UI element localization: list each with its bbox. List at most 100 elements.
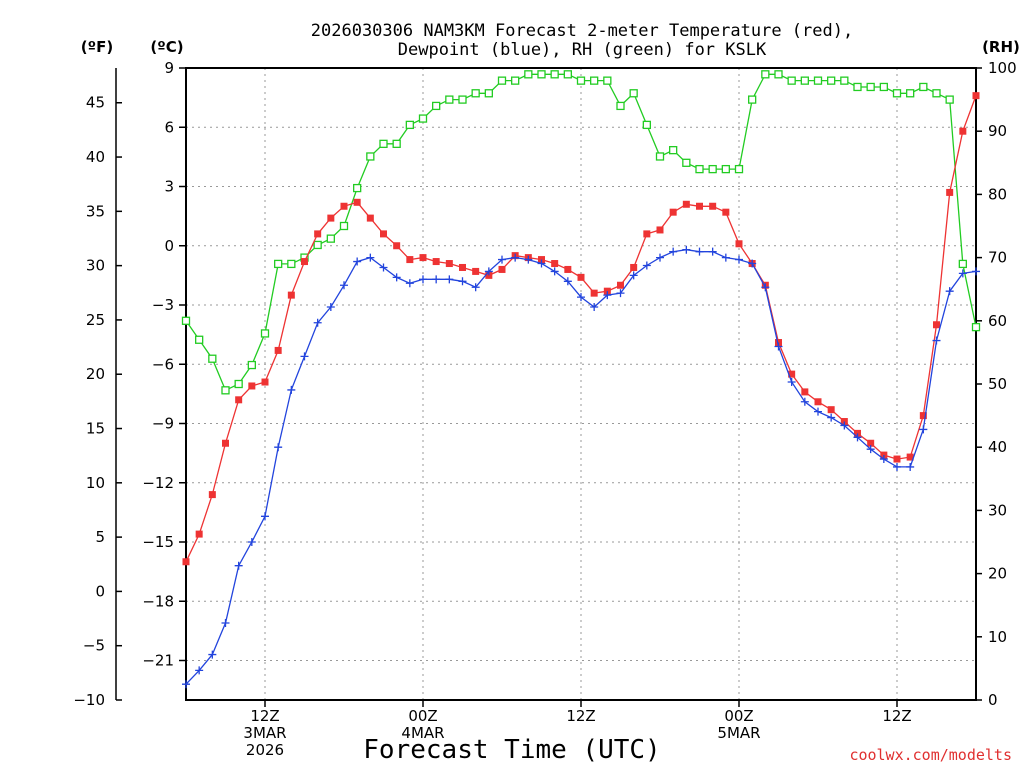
rh-point xyxy=(669,146,678,155)
rh-point xyxy=(616,101,625,111)
credit-text: coolwx.com/modelts xyxy=(849,746,1012,764)
dewpoint-point xyxy=(484,267,493,276)
rh-point xyxy=(906,89,915,98)
dewpoint-point xyxy=(550,267,559,276)
celsius-tick-label: 9 xyxy=(164,59,174,77)
temperature-point xyxy=(498,265,506,273)
dewpoint-point xyxy=(814,407,822,416)
dewpoint-point xyxy=(840,421,849,430)
dewpoint-point xyxy=(748,259,757,268)
dewpoint-point xyxy=(932,336,941,345)
dewpoint-point xyxy=(656,253,664,262)
temperature-point xyxy=(590,289,598,297)
temperature-point xyxy=(669,208,677,216)
rh-series xyxy=(181,70,981,395)
rh-point xyxy=(774,70,783,79)
rh-tick-label: 60 xyxy=(988,312,1007,330)
dewpoint-point xyxy=(511,253,520,262)
rh-tick-label: 30 xyxy=(988,501,1007,519)
temperature-point xyxy=(393,242,401,250)
dewpoint-point xyxy=(221,618,230,627)
dewpoint-point xyxy=(379,263,388,272)
rh-point xyxy=(629,89,638,98)
dewpoint-point xyxy=(642,261,651,270)
rh-point xyxy=(840,76,849,85)
temperature-point xyxy=(933,321,940,329)
rh-point xyxy=(260,329,270,338)
dewpoint-point xyxy=(537,259,546,268)
rh-point xyxy=(590,76,599,85)
rh-point xyxy=(221,386,230,395)
dewpoint-point xyxy=(247,538,256,546)
dewpoint-point xyxy=(761,283,770,292)
rh-point xyxy=(682,158,691,167)
dewpoint-point xyxy=(353,257,362,266)
dewpoint-point xyxy=(392,273,401,282)
grid-lines xyxy=(186,68,976,700)
dewpoint-point xyxy=(563,277,572,286)
dewpoint-point xyxy=(498,255,506,264)
rh-point xyxy=(537,70,546,79)
temperature-point xyxy=(182,558,190,566)
dewpoint-point xyxy=(682,245,691,254)
rh-point xyxy=(234,379,243,389)
dewpoint-point xyxy=(616,289,625,298)
temperature-point xyxy=(959,127,967,135)
rh-point xyxy=(734,164,744,174)
celsius-axis: 9 6 3 0 −3 −6 −9 −12 −15 −18 −21 xyxy=(142,59,186,670)
temperature-point xyxy=(287,291,295,299)
celsius-tick-label: −6 xyxy=(152,355,174,373)
temperature-point xyxy=(656,226,664,234)
time-tick-label: 2026 xyxy=(246,741,284,759)
temperature-point xyxy=(551,260,559,268)
rh-tick-label: 90 xyxy=(988,122,1007,140)
rh-point xyxy=(274,259,283,269)
fahrenheit-tick-label: 15 xyxy=(86,420,105,438)
time-tick-label: 12Z xyxy=(882,707,911,725)
rh-point xyxy=(313,240,322,250)
rh-point xyxy=(497,76,507,85)
temperature-point xyxy=(208,491,216,499)
dewpoint-point xyxy=(300,352,309,361)
rh-line xyxy=(185,73,977,392)
dewpoint-point xyxy=(340,281,348,290)
temperature-point xyxy=(195,530,203,538)
temperature-point xyxy=(919,412,927,420)
time-tick-label: 12Z xyxy=(566,707,595,725)
dewpoint-point xyxy=(787,378,796,387)
dewpoint-point xyxy=(853,433,862,442)
time-tick-label: 4MAR xyxy=(401,724,444,742)
rh-unit-label: (RH) xyxy=(982,38,1020,56)
dewpoint-point xyxy=(958,269,967,278)
celsius-tick-label: 3 xyxy=(164,178,174,196)
dewpoint-point xyxy=(405,279,414,288)
temperature-point xyxy=(314,230,322,238)
celsius-tick-label: 0 xyxy=(164,237,174,255)
rh-point xyxy=(748,95,757,104)
time-tick-label: 00Z xyxy=(408,707,437,725)
dewpoint-point xyxy=(629,271,638,280)
rh-point xyxy=(866,82,875,92)
rh-point xyxy=(827,76,836,85)
celsius-unit-label: (ºC) xyxy=(150,38,183,56)
rh-point xyxy=(247,360,256,370)
rh-point xyxy=(458,95,467,104)
rh-point xyxy=(892,89,902,98)
temperature-point xyxy=(235,396,243,404)
temperature-point xyxy=(432,258,440,266)
rh-point xyxy=(208,354,217,363)
dewpoint-point xyxy=(419,275,427,284)
rh-point xyxy=(879,82,888,92)
rh-point xyxy=(708,164,717,174)
temperature-point xyxy=(735,240,743,248)
rh-point xyxy=(945,95,954,104)
rh-point xyxy=(932,89,941,98)
temperature-point xyxy=(867,439,875,447)
rh-point xyxy=(405,120,414,130)
dewpoint-point xyxy=(287,385,296,394)
temperature-point xyxy=(709,202,717,210)
temperature-point xyxy=(972,92,980,100)
dewpoint-point xyxy=(432,275,441,284)
celsius-tick-label: −21 xyxy=(142,652,174,670)
